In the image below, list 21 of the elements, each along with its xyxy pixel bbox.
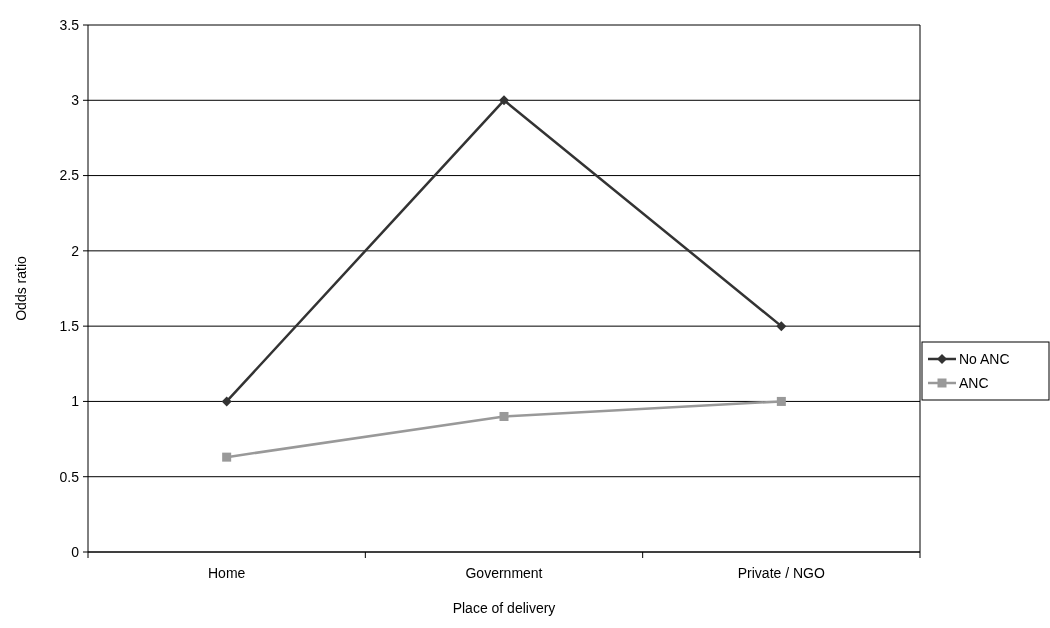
y-tick-label: 1 xyxy=(71,393,80,410)
x-tick-label: Home xyxy=(207,565,246,581)
legend-label: ANC xyxy=(959,374,989,391)
y-tick-label: 0 xyxy=(71,543,80,560)
y-axis-title: Odds ratio xyxy=(13,256,29,321)
x-tick-label: Private / NGO xyxy=(737,565,825,581)
y-tick-label: 1.5 xyxy=(59,318,80,335)
y-tick-label: 0.5 xyxy=(59,468,80,485)
point xyxy=(499,95,509,106)
y-tick-label: 3.5 xyxy=(59,16,80,33)
y-tick-label: 3 xyxy=(71,92,80,109)
legend-label: No ANC xyxy=(959,350,1010,367)
point xyxy=(222,452,232,462)
point xyxy=(776,396,786,406)
point xyxy=(221,396,232,407)
x-axis-title: Place of delivery xyxy=(452,600,556,616)
point xyxy=(776,321,787,332)
y-tick-label: 2 xyxy=(71,242,80,259)
x-tick-label: Government xyxy=(465,565,543,581)
y-tick-label: 2.5 xyxy=(59,167,80,184)
point xyxy=(499,411,509,421)
